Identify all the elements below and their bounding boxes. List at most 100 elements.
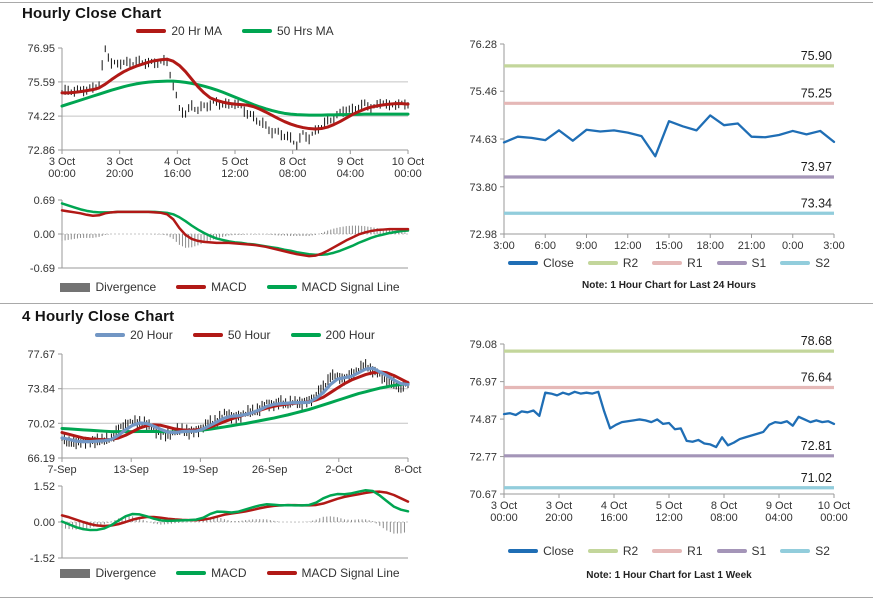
- svg-text:75.46: 75.46: [469, 86, 497, 98]
- legend-item-close: Close: [508, 256, 574, 270]
- legend-label: Divergence: [95, 280, 157, 294]
- legend-label: 20 Hr MA: [171, 24, 222, 38]
- svg-text:12:00: 12:00: [614, 240, 642, 252]
- svg-text:75.59: 75.59: [27, 77, 55, 89]
- line-swatch: [652, 549, 683, 553]
- line-swatch: [176, 285, 207, 289]
- svg-text:73.80: 73.80: [469, 182, 497, 194]
- legend-item-r2: R2: [587, 256, 638, 270]
- weekly-pivot-note: Note: 1 Hour Chart for Last 1 Week: [586, 570, 752, 581]
- svg-text:13-Sep: 13-Sep: [113, 464, 148, 476]
- svg-text:76.95: 76.95: [27, 43, 55, 55]
- svg-text:73.97: 73.97: [801, 160, 832, 174]
- legend-label: MACD Signal Line: [301, 566, 400, 580]
- svg-text:6:00: 6:00: [535, 240, 556, 252]
- weekly-pivot-legend: Close R2 R1 S1 S2: [504, 544, 834, 558]
- legend-label: 50 Hour: [227, 328, 271, 342]
- legend-label: Divergence: [95, 566, 157, 580]
- line-swatch: [266, 571, 297, 575]
- svg-text:26-Sep: 26-Sep: [252, 464, 287, 476]
- svg-text:21:00: 21:00: [738, 240, 766, 252]
- svg-text:73.84: 73.84: [27, 384, 55, 396]
- four-hourly-macd-chart: 1.52 0.00 -1.52: [30, 481, 410, 565]
- svg-text:7-Sep: 7-Sep: [47, 464, 76, 476]
- legend-label: R2: [622, 544, 639, 558]
- legend-label: 200 Hour: [325, 328, 375, 342]
- four-hourly-price-legend: 20 Hour 50 Hour 200 Hour: [62, 328, 408, 342]
- hourly-section-title: Hourly Close Chart: [22, 5, 162, 22]
- legend-item-divergence: Divergence: [60, 566, 156, 580]
- legend-item-divergence: Divergence: [60, 280, 156, 294]
- hourly-pivot-legend: Close R2 R1 S1 S2: [504, 256, 834, 270]
- weekly-pivot-chart: 79.08 76.97 74.87 72.77 70.673 Oct 00:00 3 Oct…: [469, 334, 850, 524]
- line-swatch: [136, 29, 167, 33]
- svg-text:74.22: 74.22: [27, 111, 55, 123]
- legend-item-20-hour: 20 Hour: [95, 328, 173, 342]
- legend-item-s2: S2: [780, 544, 830, 558]
- line-swatch: [290, 333, 321, 337]
- hourly-macd-chart: 0.69 0.00 -0.69: [30, 195, 410, 275]
- four-hourly-macd-legend: Divergence MACD MACD Signal Line: [40, 566, 420, 580]
- legend-label: S2: [815, 544, 830, 558]
- line-swatch: [587, 549, 618, 553]
- hourly-macd-legend: Divergence MACD MACD Signal Line: [40, 280, 420, 294]
- svg-text:77.67: 77.67: [27, 349, 55, 361]
- svg-text:74.87: 74.87: [469, 414, 497, 426]
- legend-label: Close: [543, 256, 574, 270]
- svg-text:70.67: 70.67: [469, 489, 497, 501]
- svg-text:-1.52: -1.52: [30, 553, 55, 565]
- svg-text:72.86: 72.86: [27, 145, 55, 157]
- line-swatch: [508, 549, 539, 553]
- svg-text:3:00: 3:00: [493, 240, 514, 252]
- svg-text:71.02: 71.02: [801, 471, 832, 485]
- legend-item-macd: MACD: [176, 566, 247, 580]
- line-swatch: [780, 549, 811, 553]
- line-swatch: [587, 261, 618, 265]
- legend-item-s1: S1: [716, 256, 766, 270]
- legend-label: S2: [815, 256, 830, 270]
- svg-text:3:00: 3:00: [823, 240, 844, 252]
- line-swatch: [716, 261, 747, 265]
- legend-item-macd-signal-line: MACD Signal Line: [266, 566, 400, 580]
- legend-item-20-hr-ma: 20 Hr MA: [136, 24, 222, 38]
- legend-label: S1: [751, 544, 767, 558]
- svg-text:2-Oct: 2-Oct: [325, 464, 352, 476]
- line-swatch: [242, 29, 272, 33]
- svg-text:0.69: 0.69: [34, 195, 55, 207]
- section-divider-top: [0, 2, 873, 3]
- legend-item-50-hour: 50 Hour: [192, 328, 271, 342]
- line-swatch: [652, 261, 683, 265]
- legend-item-r1: R1: [652, 256, 703, 270]
- four-hourly-price-chart: 77.67 73.84 70.02 66.197-Sep 13-Sep 19-Sep 26-…: [27, 349, 421, 476]
- line-swatch: [266, 285, 297, 289]
- svg-text:72.98: 72.98: [469, 229, 497, 241]
- divergence-bar-swatch: [60, 282, 91, 292]
- legend-label: R1: [687, 544, 703, 558]
- svg-text:76.28: 76.28: [469, 39, 497, 51]
- line-swatch: [95, 333, 126, 337]
- section-divider-middle: [0, 303, 873, 304]
- section-divider-bottom: [0, 597, 873, 598]
- legend-label: MACD: [211, 280, 247, 294]
- svg-text:75.25: 75.25: [801, 86, 832, 100]
- svg-text:18:00: 18:00: [696, 240, 724, 252]
- svg-text:78.68: 78.68: [801, 334, 832, 348]
- svg-text:19-Sep: 19-Sep: [183, 464, 218, 476]
- svg-text:79.08: 79.08: [469, 339, 497, 351]
- legend-item-s1: S1: [716, 544, 767, 558]
- line-swatch: [192, 333, 223, 337]
- svg-text:73.34: 73.34: [801, 196, 832, 210]
- legend-label: 50 Hrs MA: [277, 24, 334, 38]
